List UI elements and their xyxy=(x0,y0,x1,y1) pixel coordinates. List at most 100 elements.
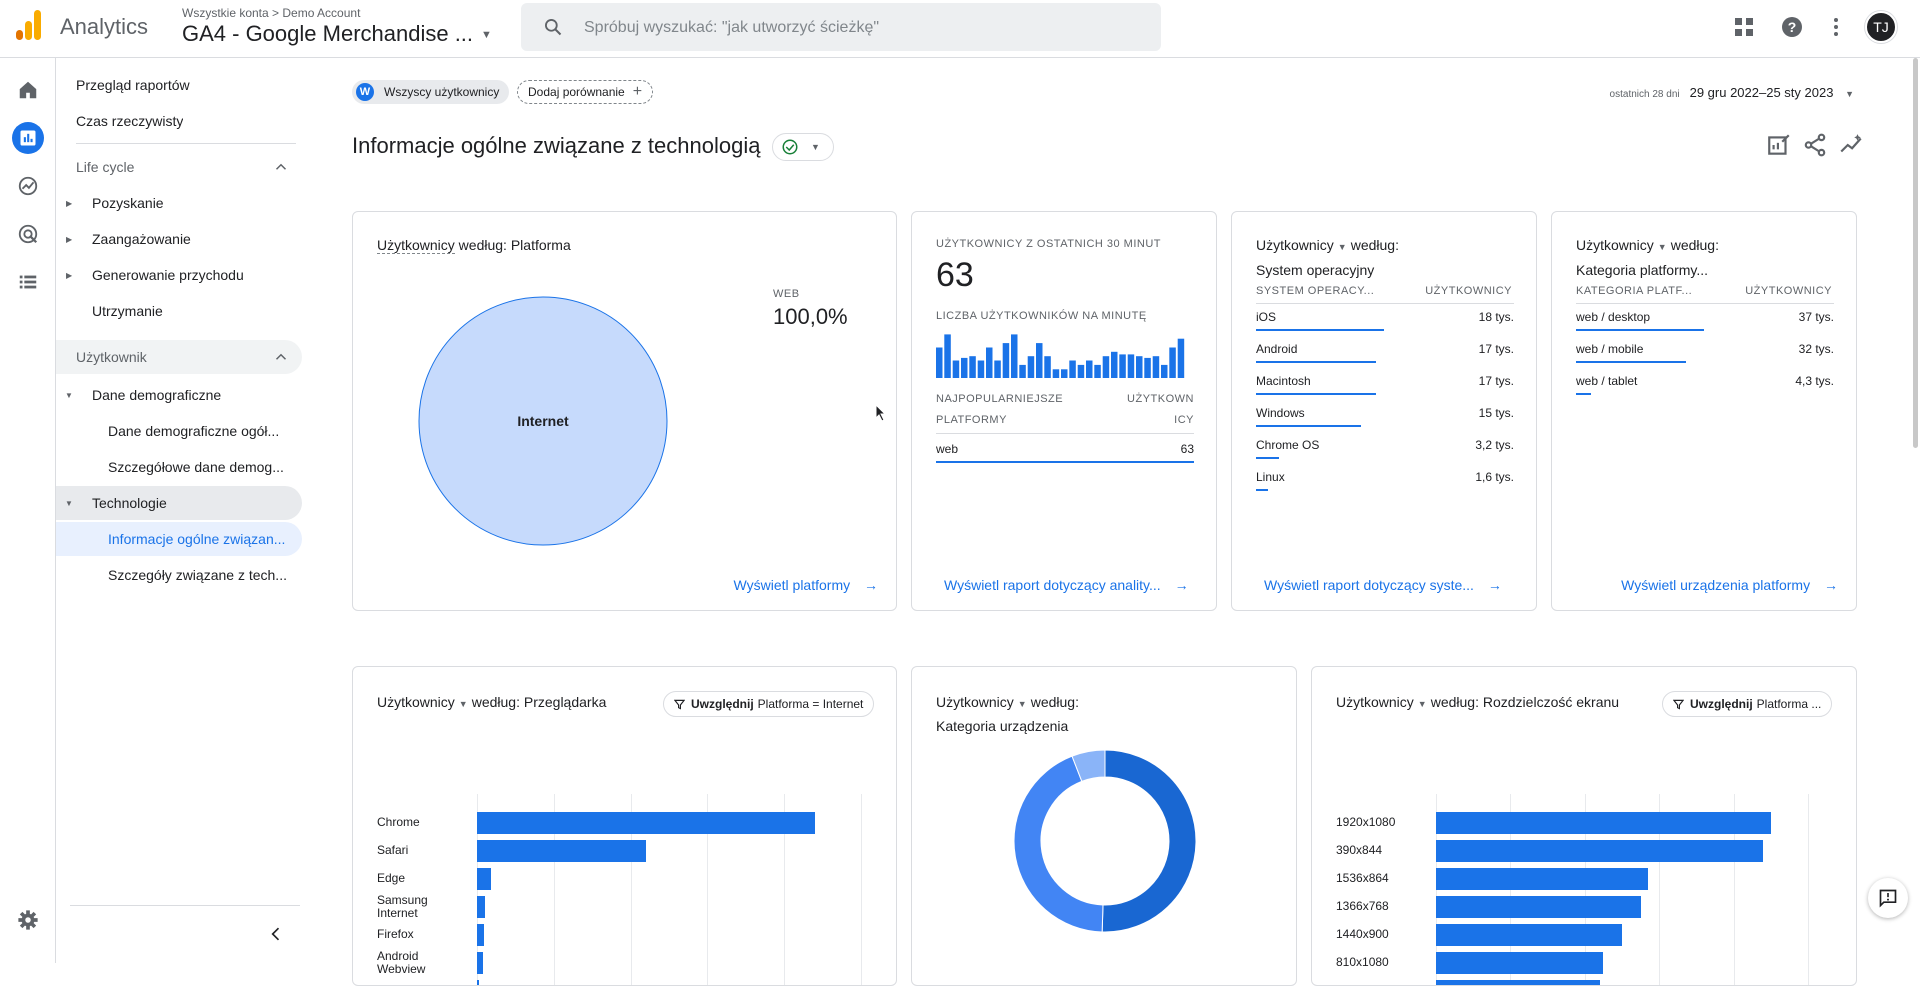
expand-arrow-icon[interactable]: ▶ xyxy=(66,199,73,208)
nav-retention[interactable]: Utrzymanie xyxy=(92,303,163,319)
expand-arrow-icon[interactable]: ▶ xyxy=(66,235,73,244)
minute-bar[interactable] xyxy=(1161,364,1168,378)
search-box[interactable]: Spróbuj wyszukać: "jak utworzyć ścieżkę" xyxy=(521,3,1161,51)
more-vert-icon[interactable] xyxy=(1824,15,1848,39)
collapse-arrow-icon[interactable]: ▼ xyxy=(65,499,73,508)
nav-demographics[interactable]: Dane demograficzne xyxy=(92,387,222,403)
table-row[interactable]: Chrome OS 3,2 tys. xyxy=(1256,438,1514,462)
minute-bar[interactable] xyxy=(1044,356,1051,378)
minute-bar[interactable] xyxy=(1061,369,1068,378)
nav-tech-overview[interactable]: Informacje ogólne związan... xyxy=(108,531,286,547)
minute-bar[interactable] xyxy=(1169,347,1176,379)
metric-dropdown[interactable]: Użytkownicy xyxy=(377,694,455,710)
configure-icon[interactable] xyxy=(12,266,44,298)
nav-section-user[interactable]: Użytkownik xyxy=(56,340,302,374)
bar[interactable] xyxy=(1436,924,1622,946)
minute-bar[interactable] xyxy=(1011,334,1018,378)
table-row[interactable]: web 63 xyxy=(936,442,1194,464)
metric-label[interactable]: Użytkownicy xyxy=(377,237,455,254)
customize-report-icon[interactable] xyxy=(1766,132,1792,158)
settings-gear-icon[interactable] xyxy=(12,904,44,936)
report-status-button[interactable]: ▼ xyxy=(772,133,834,161)
metric-dropdown[interactable]: Użytkownicy xyxy=(1576,237,1654,253)
donut-slice-mobile[interactable] xyxy=(1013,755,1104,933)
date-range-picker[interactable]: ostatnich 28 dni 29 gru 2022–25 sty 2023 … xyxy=(1610,85,1854,100)
property-selector[interactable]: GA4 - Google Merchandise ... ▼ xyxy=(182,21,492,47)
view-platform-devices-link[interactable]: Wyświetl urządzenia platformy → xyxy=(1621,577,1838,593)
minute-bar[interactable] xyxy=(936,347,943,379)
minute-bar[interactable] xyxy=(1144,357,1151,378)
nav-demographics-details[interactable]: Szczegółowe dane demog... xyxy=(108,459,284,475)
nav-realtime[interactable]: Czas rzeczywisty xyxy=(76,113,184,129)
bar[interactable] xyxy=(477,812,815,834)
scrollbar-thumb[interactable] xyxy=(1913,58,1918,448)
minute-bar[interactable] xyxy=(969,356,976,378)
bar[interactable] xyxy=(1436,840,1764,862)
minute-bar[interactable] xyxy=(961,357,968,378)
reports-icon[interactable] xyxy=(12,122,44,154)
insights-icon[interactable] xyxy=(1838,132,1864,158)
view-platforms-link[interactable]: Wyświetl platformy → xyxy=(734,577,878,593)
table-row[interactable]: Android 17 tys. xyxy=(1256,342,1514,366)
donut-slice-desktop[interactable] xyxy=(1101,749,1197,933)
bar[interactable] xyxy=(1436,812,1771,834)
bar[interactable] xyxy=(477,952,484,974)
bar[interactable] xyxy=(477,924,484,946)
advertising-icon[interactable] xyxy=(12,218,44,250)
nav-engagement[interactable]: Zaangażowanie xyxy=(92,231,191,247)
metric-dropdown[interactable]: Użytkownicy xyxy=(1256,237,1334,253)
minute-bar[interactable] xyxy=(1036,343,1043,378)
bar[interactable] xyxy=(477,868,491,890)
analytics-logo-icon[interactable] xyxy=(16,10,42,40)
metric-dropdown[interactable]: Użytkownicy xyxy=(936,694,1014,710)
minute-bar[interactable] xyxy=(986,347,993,379)
expand-arrow-icon[interactable]: ▶ xyxy=(66,271,73,280)
collapse-nav-icon[interactable] xyxy=(266,924,286,944)
nav-demographics-overview[interactable]: Dane demograficzne ogół... xyxy=(108,423,280,439)
minute-bar[interactable] xyxy=(952,360,960,379)
bar[interactable] xyxy=(477,896,485,918)
feedback-button[interactable] xyxy=(1868,878,1908,918)
minute-bar[interactable] xyxy=(1002,343,1010,378)
minute-bar[interactable] xyxy=(977,360,985,379)
home-icon[interactable] xyxy=(12,74,44,106)
share-icon[interactable] xyxy=(1802,132,1828,158)
table-row[interactable]: web / mobile 32 tys. xyxy=(1576,342,1834,366)
minute-bar[interactable] xyxy=(1127,354,1135,378)
filter-chip[interactable]: Uwzględnij Platforma = Internet xyxy=(663,691,875,717)
metric-dropdown[interactable]: Użytkownicy xyxy=(1336,694,1414,710)
minute-bar[interactable] xyxy=(1102,356,1110,378)
bar[interactable] xyxy=(1436,952,1604,974)
table-row[interactable]: Windows 15 tys. xyxy=(1256,406,1514,430)
table-row[interactable]: iOS 18 tys. xyxy=(1256,310,1514,334)
minute-bar[interactable] xyxy=(1111,351,1118,378)
view-realtime-link[interactable]: Wyświetl raport dotyczący anality... → xyxy=(944,577,1189,593)
nav-monetization[interactable]: Generowanie przychodu xyxy=(92,267,244,283)
filter-chip[interactable]: Uwzględnij Platforma ... xyxy=(1662,691,1833,717)
view-os-link[interactable]: Wyświetl raport dotyczący syste... → xyxy=(1264,577,1502,593)
nav-reports-overview[interactable]: Przegląd raportów xyxy=(76,77,190,93)
minute-bar[interactable] xyxy=(1077,364,1085,378)
bar[interactable] xyxy=(477,980,480,985)
explore-icon[interactable] xyxy=(12,170,44,202)
table-row[interactable]: Linux 1,6 tys. xyxy=(1256,470,1514,494)
help-icon[interactable]: ? xyxy=(1780,15,1804,39)
bar[interactable] xyxy=(1436,896,1641,918)
nav-tech[interactable]: Technologie xyxy=(92,495,167,511)
minute-bar[interactable] xyxy=(1136,356,1143,378)
minute-bar[interactable] xyxy=(1119,354,1126,378)
minute-bar[interactable] xyxy=(1152,356,1160,378)
bar[interactable] xyxy=(1436,980,1600,985)
avatar[interactable]: TJ xyxy=(1865,11,1897,43)
nav-acquisition[interactable]: Pozyskanie xyxy=(92,195,164,211)
collapse-arrow-icon[interactable]: ▼ xyxy=(65,391,73,400)
add-comparison-button[interactable]: Dodaj porównanie + xyxy=(517,80,654,104)
minute-bar[interactable] xyxy=(1019,364,1026,378)
minute-bar[interactable] xyxy=(1094,364,1101,378)
minute-bar[interactable] xyxy=(1177,338,1185,378)
nav-section-lifecycle[interactable]: Life cycle xyxy=(56,150,302,184)
page-scrollbar[interactable] xyxy=(1910,58,1920,448)
table-row[interactable]: web / desktop 37 tys. xyxy=(1576,310,1834,334)
minute-bar[interactable] xyxy=(944,334,951,378)
bar[interactable] xyxy=(477,840,646,862)
